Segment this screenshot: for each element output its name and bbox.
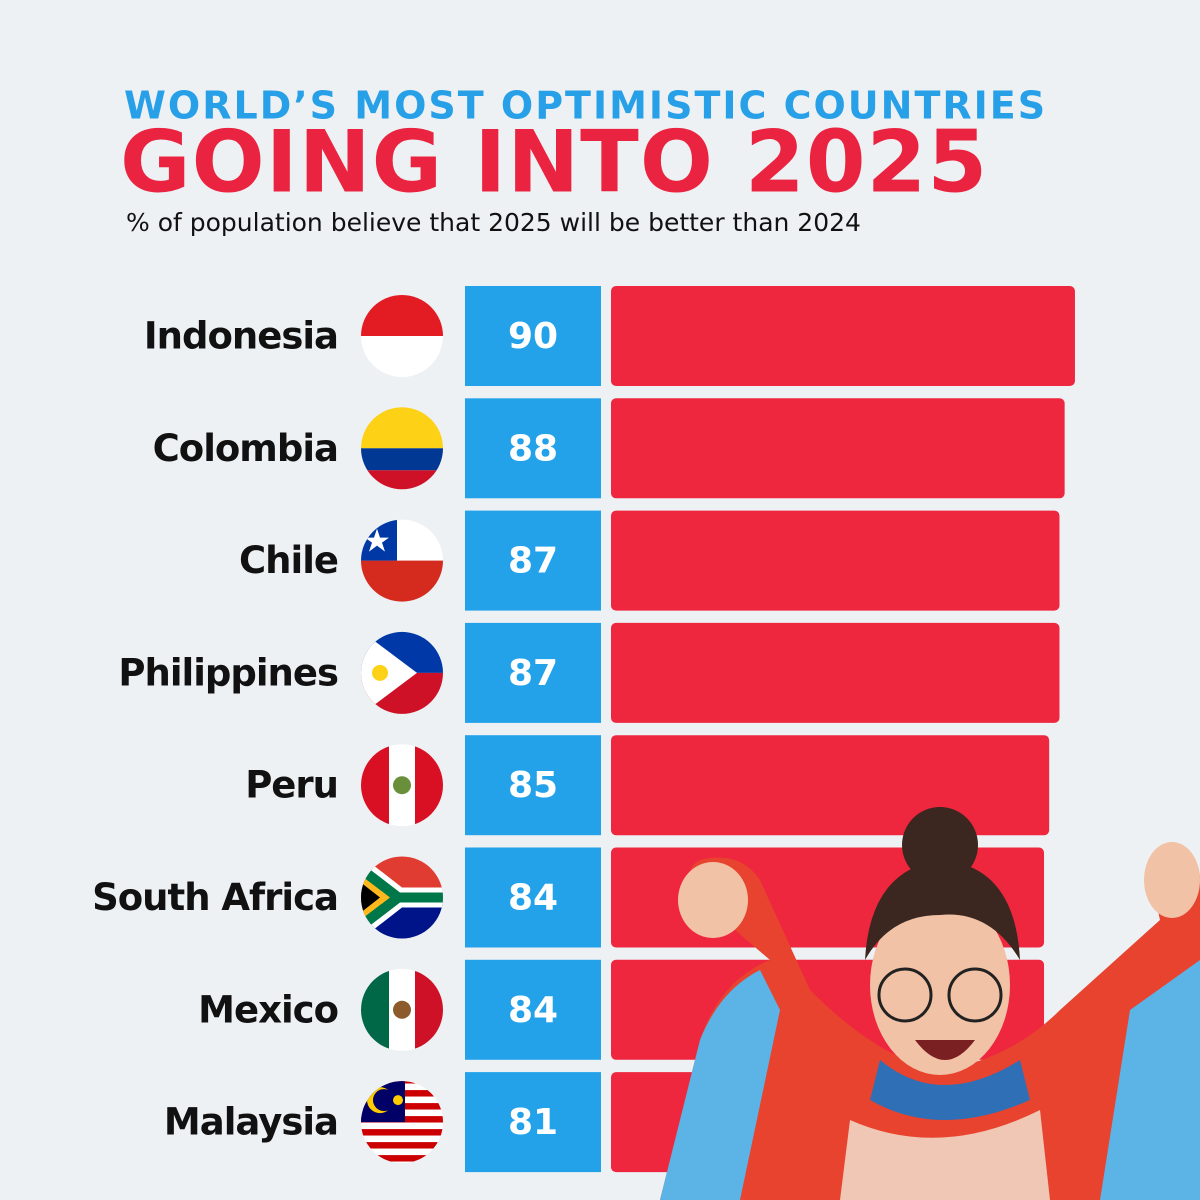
category-label: Malaysia: [164, 1101, 338, 1144]
category-label: Colombia: [153, 427, 338, 470]
value-label: 90: [508, 316, 558, 357]
category-label: Chile: [239, 539, 338, 582]
category-label: Indonesia: [144, 315, 338, 358]
bar: [611, 510, 1060, 611]
value-box: [465, 735, 601, 836]
value-label: 87: [508, 653, 558, 694]
value-box: [465, 286, 601, 386]
value-label: 87: [508, 541, 558, 582]
value-label: 84: [508, 878, 558, 919]
bar: [611, 622, 1060, 723]
value-label: 81: [508, 1102, 558, 1143]
value-box: [465, 622, 601, 723]
category-label: Philippines: [118, 651, 338, 694]
chart-description: % of population believe that 2025 will b…: [126, 208, 861, 237]
bar: [611, 735, 1050, 836]
chart-headline: GOING INTO 2025: [120, 112, 988, 212]
value-box: [465, 847, 601, 948]
bar: [611, 286, 1075, 386]
flag: [361, 1081, 443, 1164]
value-box: [465, 398, 601, 499]
person-illustration: [660, 807, 1200, 1200]
category-label: Mexico: [198, 988, 338, 1031]
category-label: Peru: [245, 764, 338, 807]
value-box: [465, 959, 601, 1060]
value-box: [465, 510, 601, 611]
value-label: 85: [508, 765, 558, 806]
flag: [361, 968, 443, 1051]
chart-title: WORLD’S MOST OPTIMISTIC COUNTRIES: [124, 84, 1047, 128]
value-label: 88: [508, 428, 558, 469]
bar: [611, 398, 1065, 499]
value-label: 84: [508, 990, 558, 1031]
value-box: [465, 1072, 601, 1173]
category-label: South Africa: [92, 876, 338, 919]
